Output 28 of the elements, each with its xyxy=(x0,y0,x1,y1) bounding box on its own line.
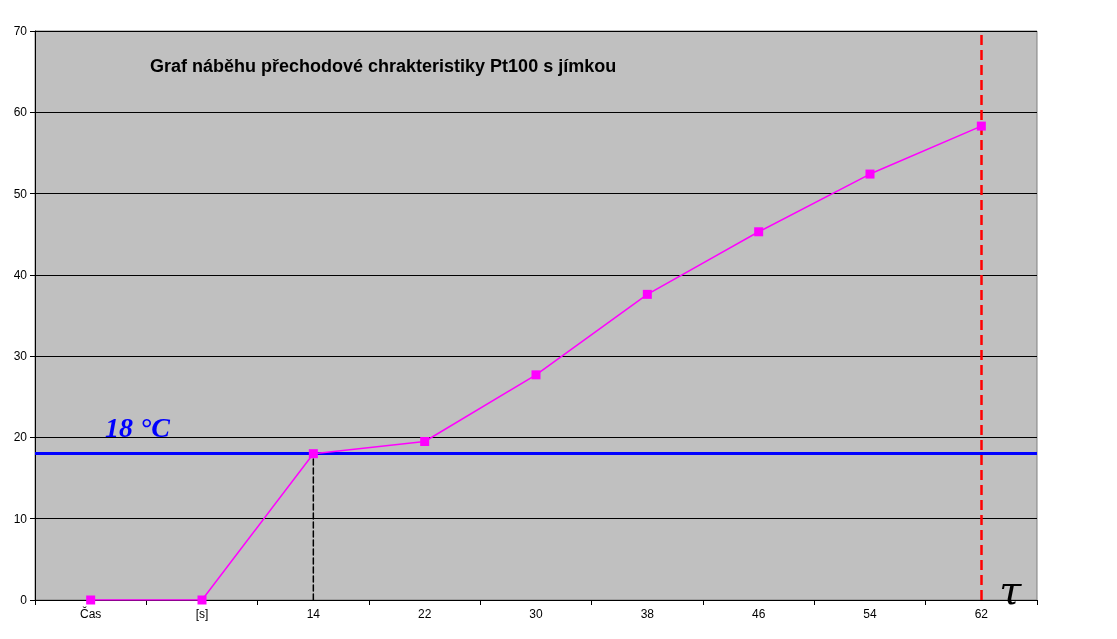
x-tick-label: [s] xyxy=(195,607,209,621)
ref-line-label: 18 °C xyxy=(105,412,171,444)
text: Graf náběhu přechodové chrakteristiky Pt100 s jímkou xyxy=(150,56,617,76)
y-tick-label: 60 xyxy=(13,105,28,120)
point xyxy=(86,595,96,605)
point xyxy=(531,370,541,380)
y-tick-label: 50 xyxy=(13,186,28,201)
y-tick-label: 70 xyxy=(13,24,28,38)
x-tick-label: 38 xyxy=(640,607,655,621)
x-tick-label: 14 xyxy=(306,607,321,621)
y-tick-label: 20 xyxy=(13,430,28,445)
x-tick-label: 30 xyxy=(529,607,543,621)
x-tick-label: 46 xyxy=(751,607,766,621)
x-tick-label: 62 xyxy=(974,607,989,621)
point xyxy=(865,169,875,179)
point xyxy=(308,449,318,459)
point xyxy=(420,436,430,446)
point xyxy=(197,595,207,605)
y-tick-label: 30 xyxy=(13,349,28,364)
x-tick-label: 22 xyxy=(417,607,432,621)
y-tick-label: 10 xyxy=(13,511,28,526)
point xyxy=(976,121,986,131)
x-tick-label: Čas xyxy=(79,606,102,621)
x-tick-label: 54 xyxy=(863,607,877,621)
y-tick-label: 40 xyxy=(13,267,28,282)
y-tick-label: 0 xyxy=(20,593,28,607)
point xyxy=(642,289,652,299)
point xyxy=(754,227,764,237)
